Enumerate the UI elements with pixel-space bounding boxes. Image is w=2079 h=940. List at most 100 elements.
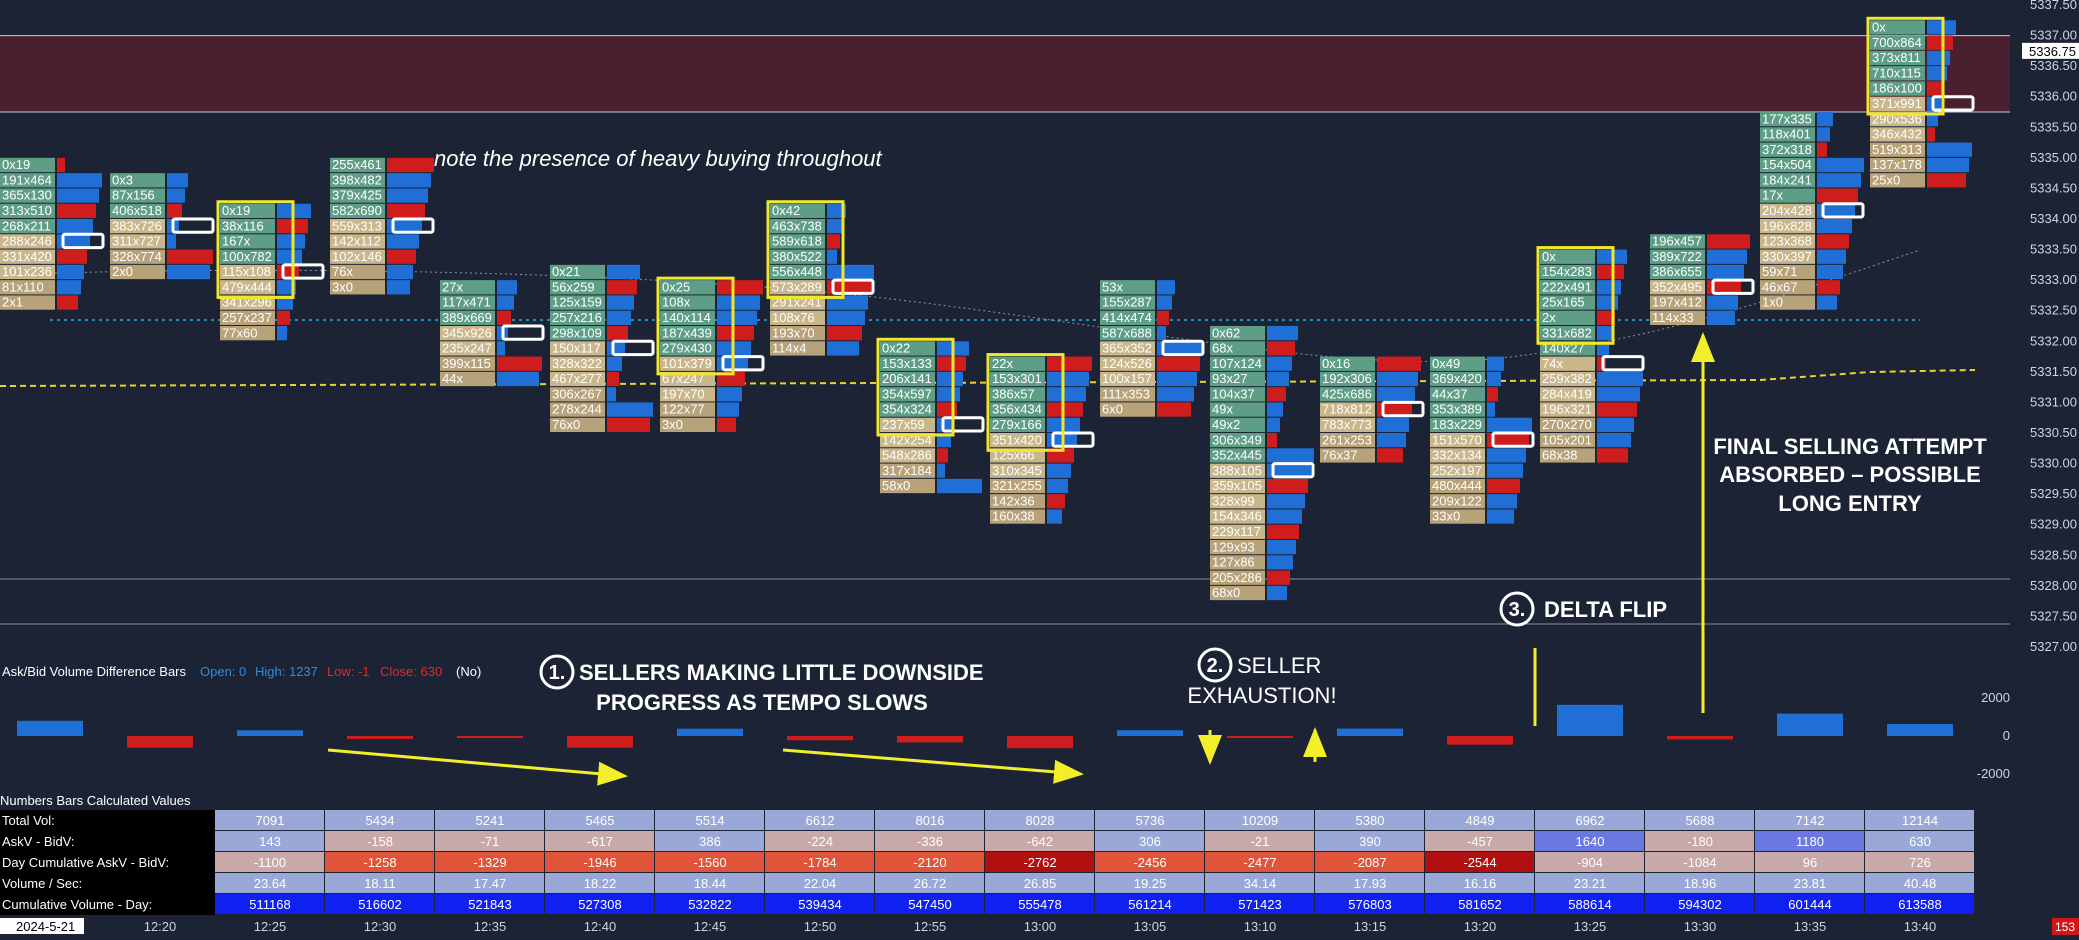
volume-profile-bar: [937, 433, 951, 448]
footprint-bar[interactable]: 196x457389x722386x655352x495197x412114x3…: [1650, 234, 1755, 325]
footprint-cell-text: 17x: [1762, 188, 1783, 203]
delta-bar[interactable]: [457, 736, 523, 738]
delta-bar[interactable]: [127, 736, 193, 748]
table-cell-value: -71: [481, 834, 500, 849]
volume-profile-bar: [277, 234, 305, 249]
volume-profile-bar: [1597, 280, 1621, 295]
time-axis[interactable]: 12:20 12:25 12:30 12:35 12:40 12:45 12:50 12:55…: [144, 919, 1937, 934]
table-cell-value: 4849: [1466, 813, 1495, 828]
delta-bar[interactable]: [787, 736, 853, 741]
footprint-bar[interactable]: 0x19191x464365x130313x510268x211288x2463…: [0, 157, 105, 310]
footprint-cell-text: 351x420: [992, 432, 1042, 447]
delta-bar[interactable]: [1557, 704, 1623, 736]
footprint-bar[interactable]: 0x16192x306425x686718x812783x773261x2537…: [1320, 356, 1425, 463]
table-cell-value: -617: [587, 834, 613, 849]
volume-profile-bar: [1817, 157, 1864, 173]
volume-profile-bar: [1597, 402, 1637, 417]
footprint-cell-text: 155x287: [1102, 295, 1152, 310]
footprint-cell: [1760, 295, 1815, 310]
footprint-cell-text: 142x36: [992, 493, 1035, 508]
footprint-bar[interactable]: 0x49369x42044x37353x389183x229151x570332…: [1430, 356, 1535, 524]
table-cell: [1095, 894, 1204, 914]
table-cell-value: -2456: [1133, 855, 1166, 870]
volume-profile-bar: [1267, 326, 1298, 341]
footprint-cell: [1540, 249, 1595, 264]
volume-profile-bar: [827, 341, 859, 356]
table-cell: [1645, 894, 1754, 914]
footprint-bar[interactable]: 0x154x283222x49125x1652x331x682140x2774x…: [1536, 246, 1645, 463]
delta-bar[interactable]: [567, 736, 633, 748]
volume-profile-bar: [1707, 249, 1747, 264]
footprint-cell: [1870, 50, 1925, 66]
footprint-bar[interactable]: 177x335118x401372x318154x504184x24117x20…: [1760, 111, 1865, 310]
volume-profile-bar: [607, 417, 650, 432]
footprint-cell-text: 237x59: [882, 417, 925, 432]
footprint-bar[interactable]: 27x117x471389x669345x926235x247399x11544…: [440, 279, 545, 387]
time-tick-label: 13:20: [1464, 919, 1497, 934]
table-cell: [655, 873, 764, 893]
volume-profile-bar: [1047, 509, 1062, 524]
table-cell-value: 7142: [1796, 813, 1825, 828]
delta-bar[interactable]: [897, 736, 963, 743]
arrow-down-trend-2: [782, 748, 1084, 784]
trend-arrows: [327, 332, 1715, 786]
volume-profile-bar: [827, 234, 840, 249]
table-cell: [875, 873, 984, 893]
footprint-cell-text: 68x0: [1212, 585, 1240, 600]
footprint-cell: [1320, 402, 1375, 417]
delta-bar[interactable]: [1887, 724, 1953, 736]
delta-bar[interactable]: [1667, 736, 1733, 740]
footprint-bar[interactable]: 53x155x287414x474587x688365x352124x52610…: [1100, 279, 1205, 417]
delta-bar[interactable]: [1777, 713, 1843, 736]
volume-profile-bar: [277, 280, 296, 295]
footprint-bar[interactable]: 0x42463x738589x618380x522556x448573x2892…: [766, 200, 875, 356]
volume-profile-bar: [607, 280, 637, 295]
delta-bar[interactable]: [1447, 736, 1513, 745]
footprint-bar[interactable]: 0x2156x259125x159257x216298x109150x11732…: [550, 264, 655, 432]
delta-bar[interactable]: [17, 720, 83, 736]
footprint-bar[interactable]: 0x6268x107x12493x27104x3749x49x2306x3493…: [1210, 325, 1315, 600]
table-cell: [1645, 873, 1754, 893]
footprint-bar[interactable]: 0x700x864373x811710x115186x100371x991290…: [1866, 16, 1975, 188]
footprint-cell-text: 177x335: [1762, 111, 1812, 126]
footprint-cell-text: 76x0: [552, 417, 580, 432]
delta-bar[interactable]: [1227, 736, 1293, 738]
footprint-cell-text: 229x117: [1212, 524, 1261, 539]
step-1-number: 1.: [549, 662, 566, 684]
footprint-cell: [0, 234, 55, 249]
table-cell-value: 17.47: [474, 876, 507, 891]
footprint-bar[interactable]: 0x22153x133206x141354x597354x324237x5914…: [876, 337, 985, 494]
volume-profile-bar: [1267, 509, 1302, 524]
volume-profile-bar: [57, 173, 102, 188]
table-cell: [545, 852, 654, 872]
volume-profile-bar: [1377, 417, 1409, 432]
footprint-cell-text: 365x130: [2, 188, 52, 203]
table-cell-value: 547450: [908, 897, 951, 912]
delta-bar[interactable]: [1337, 728, 1403, 736]
price-axis[interactable]: 5337.50 5337.00 5336.50 5336.00 5335.50 5335.…: [2022, 0, 2079, 654]
footprint-cell: [880, 417, 935, 432]
table-cell-value: 19.25: [1134, 876, 1167, 891]
delta-bar[interactable]: [1007, 736, 1073, 749]
volume-profile-bar: [1047, 356, 1092, 371]
step-3-number: 3.: [1509, 599, 1526, 621]
volume-profile-bar: [1927, 81, 1944, 96]
footprint-bar[interactable]: 22x153x301386x57356x434279x166351x420125…: [986, 353, 1095, 524]
footprint-cell: [880, 433, 935, 448]
table-cell-value: 571423: [1238, 897, 1281, 912]
delta-bar[interactable]: [1117, 730, 1183, 736]
delta-bar[interactable]: [347, 736, 413, 740]
delta-bar[interactable]: [237, 730, 303, 736]
table-cell: [985, 831, 1094, 851]
volume-profile-bar: [1817, 203, 1855, 218]
footprint-bar[interactable]: 0x1938x116167x100x782115x108479x444341x2…: [216, 200, 325, 341]
volume-profile-bar: [607, 295, 634, 310]
delta-bar[interactable]: [677, 728, 743, 736]
footprint-bar[interactable]: 255x461398x482379x425582x690559x313142x1…: [330, 157, 435, 295]
footprint-cell: [1210, 463, 1265, 478]
footprint-cell-text: 154x504: [1762, 157, 1812, 172]
footprint-bar[interactable]: 0x25108x140x114187x439279x430101x37967x2…: [656, 276, 765, 432]
volume-profile-bar: [937, 478, 982, 494]
footprint-cell-text: 257x216: [552, 310, 602, 325]
